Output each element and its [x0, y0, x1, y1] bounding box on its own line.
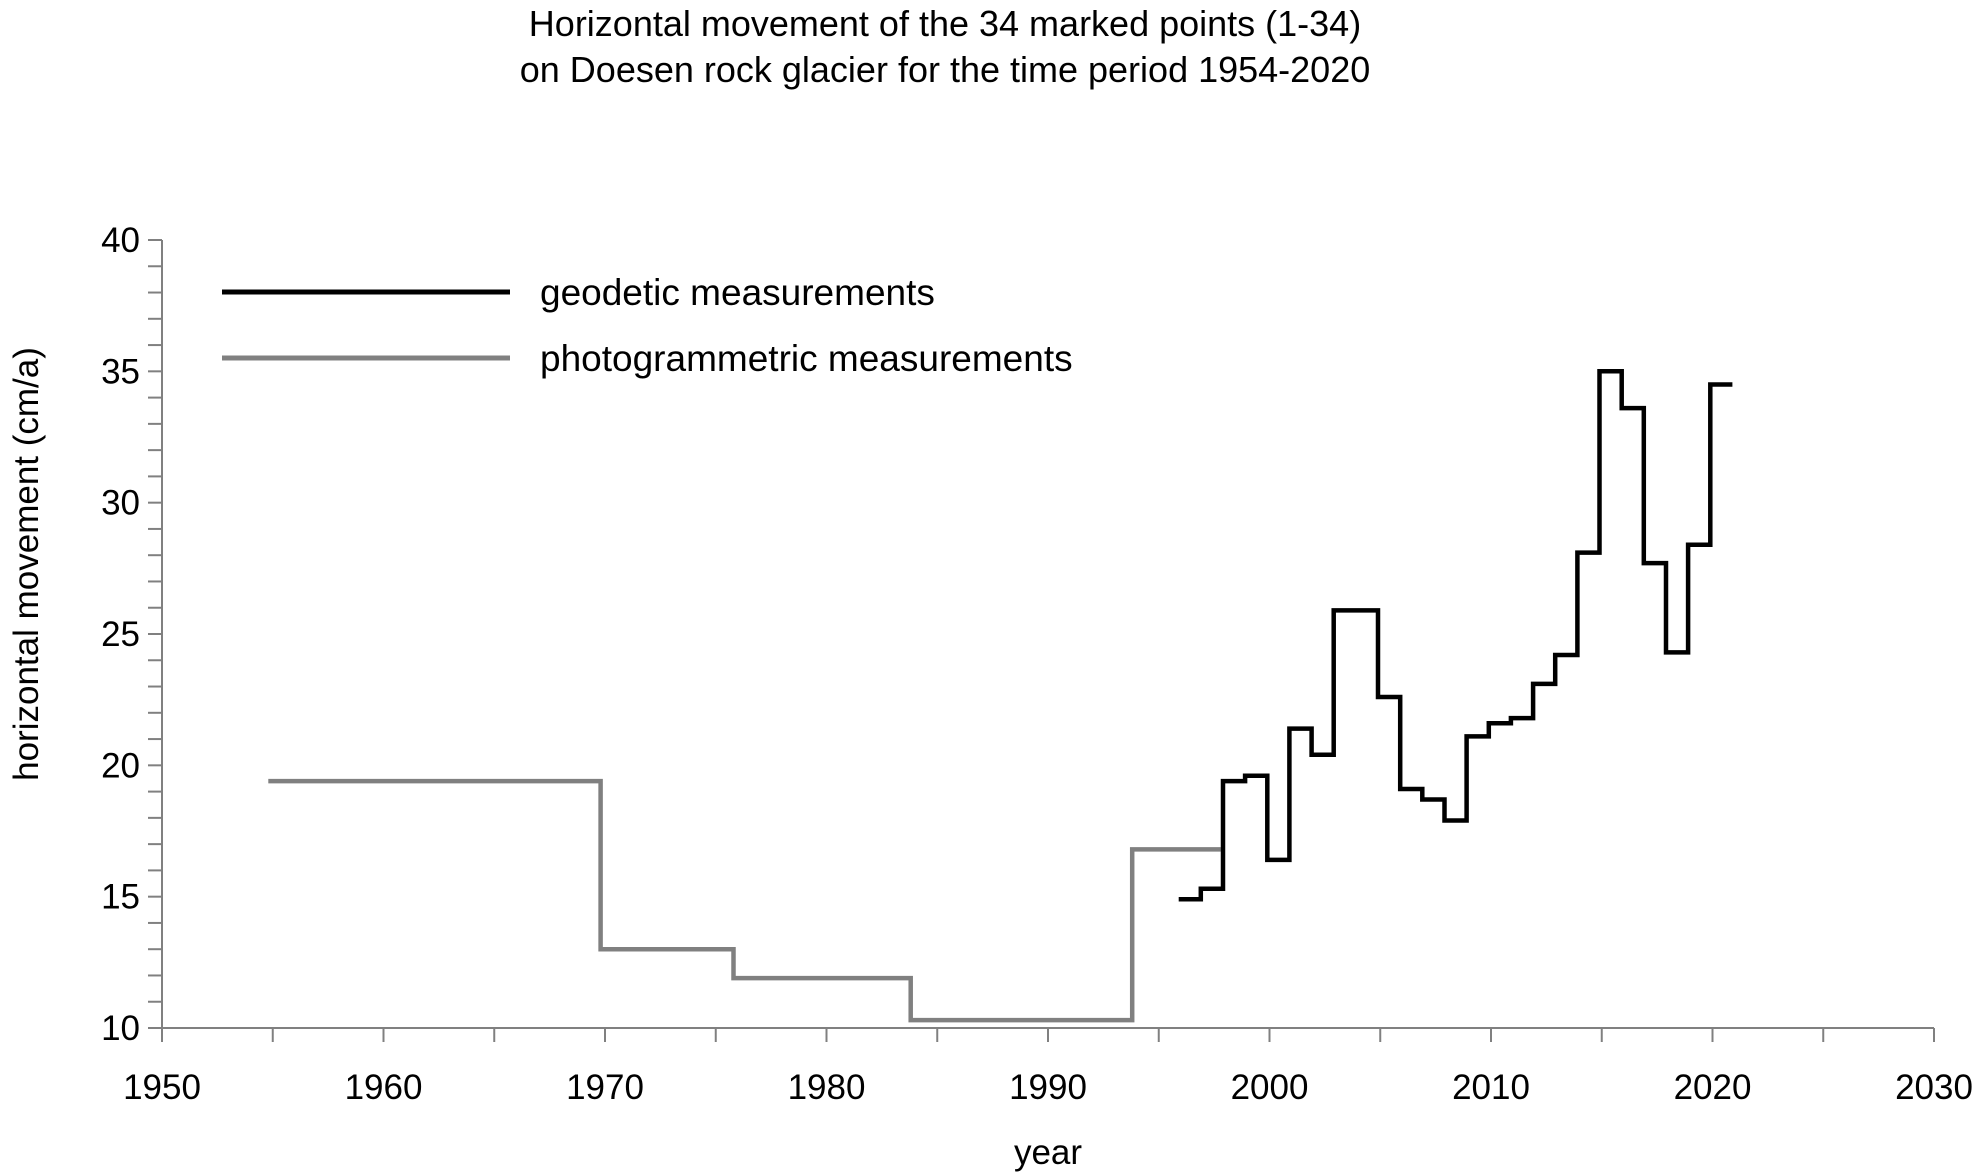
legend: geodetic measurements photogrammetric me…	[222, 272, 1073, 379]
x-tick-label: 2020	[1674, 1068, 1752, 1107]
tick-marks	[148, 239, 1935, 1042]
legend-label-photogrammetric: photogrammetric measurements	[540, 338, 1073, 379]
y-tick-label: 15	[101, 878, 140, 917]
series-lines	[268, 369, 1733, 1023]
y-tick-label: 35	[101, 352, 140, 391]
x-tick-label: 2000	[1231, 1068, 1309, 1107]
x-tick-label: 1950	[123, 1068, 201, 1107]
chart-title: Horizontal movement of the 34 marked poi…	[520, 3, 1371, 90]
series-line-geodetic	[1178, 369, 1733, 902]
y-tick-label: 30	[101, 484, 140, 523]
y-axis-label: horizontal movement (cm/a)	[7, 347, 46, 781]
y-tick-label: 20	[101, 746, 140, 785]
series-line-photogrammetric	[268, 778, 1221, 1023]
chart-title-line-1: Horizontal movement of the 34 marked poi…	[529, 3, 1361, 44]
y-tick-label: 25	[101, 615, 140, 654]
tick-labels: 1950 1960 1970 1980 1990 2000 2010 2020 20301015…	[101, 221, 1973, 1107]
x-tick-label: 1970	[566, 1068, 644, 1107]
x-tick-label: 1960	[345, 1068, 423, 1107]
x-tick-label: 2030	[1895, 1068, 1973, 1107]
x-tick-label: 1990	[1009, 1068, 1087, 1107]
legend-label-geodetic: geodetic measurements	[540, 272, 935, 313]
x-axis-label: year	[1014, 1133, 1082, 1172]
chart-title-line-2: on Doesen rock glacier for the time peri…	[520, 49, 1371, 90]
x-tick-label: 2010	[1452, 1068, 1530, 1107]
x-tick-label: 1980	[788, 1068, 866, 1107]
y-tick-label: 40	[101, 221, 140, 260]
y-tick-label: 10	[101, 1009, 140, 1048]
